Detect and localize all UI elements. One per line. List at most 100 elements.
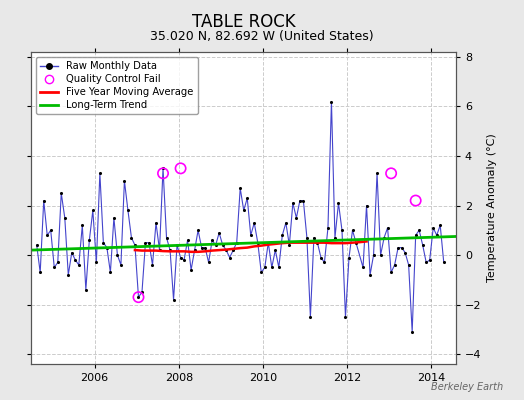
Point — [271, 247, 279, 253]
Point — [320, 259, 329, 266]
Text: Berkeley Earth: Berkeley Earth — [431, 382, 503, 392]
Point — [415, 227, 423, 234]
Point — [47, 227, 55, 234]
Point — [411, 197, 420, 204]
Point — [324, 225, 332, 231]
Point — [85, 237, 93, 243]
Point — [341, 314, 350, 320]
Point — [190, 247, 199, 253]
Point — [236, 185, 244, 191]
Point — [243, 195, 252, 201]
Point — [334, 200, 343, 206]
Point — [440, 259, 448, 266]
Point — [408, 329, 417, 335]
Point — [432, 232, 441, 238]
Point — [303, 234, 311, 241]
Point — [405, 262, 413, 268]
Point — [103, 244, 111, 251]
Point — [183, 237, 192, 243]
Point — [173, 242, 181, 248]
Point — [401, 249, 409, 256]
Legend: Raw Monthly Data, Quality Control Fail, Five Year Moving Average, Long-Term Tren: Raw Monthly Data, Quality Control Fail, … — [37, 57, 198, 114]
Point — [359, 264, 367, 271]
Point — [162, 234, 171, 241]
Point — [313, 240, 322, 246]
Point — [436, 222, 444, 228]
Point — [369, 252, 378, 258]
Point — [292, 215, 301, 221]
Point — [134, 294, 143, 300]
Point — [384, 225, 392, 231]
Point — [398, 244, 406, 251]
Point — [152, 220, 160, 226]
Point — [57, 190, 66, 196]
Point — [113, 252, 122, 258]
Point — [124, 207, 132, 214]
Point — [257, 269, 266, 276]
Point — [64, 272, 72, 278]
Point — [275, 264, 283, 271]
Point — [39, 197, 48, 204]
Point — [310, 234, 318, 241]
Point — [32, 242, 41, 248]
Point — [106, 269, 115, 276]
Point — [169, 296, 178, 303]
Point — [180, 257, 188, 263]
Point — [338, 227, 346, 234]
Point — [429, 225, 438, 231]
Point — [120, 178, 128, 184]
Point — [268, 264, 276, 271]
Point — [373, 170, 381, 176]
Point — [366, 272, 374, 278]
Point — [159, 170, 167, 176]
Point — [99, 240, 107, 246]
Point — [254, 240, 262, 246]
Point — [96, 170, 104, 176]
Point — [289, 200, 297, 206]
Point — [264, 240, 272, 246]
Point — [348, 227, 357, 234]
Point — [138, 289, 146, 295]
Point — [219, 242, 227, 248]
Point — [61, 215, 69, 221]
Point — [411, 232, 420, 238]
Point — [285, 242, 293, 248]
Point — [215, 230, 223, 236]
Point — [282, 220, 290, 226]
Point — [53, 259, 62, 266]
Point — [331, 234, 339, 241]
Point — [131, 242, 139, 248]
Point — [198, 244, 206, 251]
Point — [89, 207, 97, 214]
Point — [127, 234, 136, 241]
Point — [74, 262, 83, 268]
Point — [419, 242, 427, 248]
Point — [328, 98, 336, 105]
Point — [278, 232, 287, 238]
Point — [345, 254, 353, 261]
Point — [43, 232, 51, 238]
Point — [159, 165, 167, 172]
Point — [247, 232, 255, 238]
Point — [194, 227, 202, 234]
Point — [82, 286, 90, 293]
Point — [387, 170, 395, 176]
Text: 35.020 N, 82.692 W (United States): 35.020 N, 82.692 W (United States) — [150, 30, 374, 43]
Point — [316, 254, 325, 261]
Point — [250, 220, 258, 226]
Point — [148, 262, 157, 268]
Point — [208, 237, 216, 243]
Point — [394, 244, 402, 251]
Point — [306, 314, 314, 320]
Point — [50, 264, 59, 271]
Point — [225, 254, 234, 261]
Point — [380, 234, 388, 241]
Title: TABLE ROCK: TABLE ROCK — [192, 13, 296, 31]
Point — [68, 249, 76, 256]
Point — [387, 269, 395, 276]
Point — [204, 259, 213, 266]
Y-axis label: Temperature Anomaly (°C): Temperature Anomaly (°C) — [487, 134, 497, 282]
Point — [260, 264, 269, 271]
Point — [166, 247, 174, 253]
Point — [239, 207, 248, 214]
